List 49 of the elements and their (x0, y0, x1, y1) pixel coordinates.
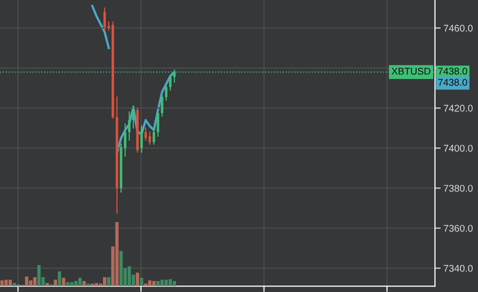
y-tick-label: 7460.0 (444, 24, 473, 32)
bar (90, 284, 94, 286)
candlestick (148, 132, 152, 145)
bar (128, 266, 131, 286)
bar (119, 250, 123, 286)
bar (29, 280, 32, 286)
bar (46, 282, 49, 286)
bar (54, 280, 58, 286)
candlestick (128, 112, 130, 141)
bar (148, 280, 152, 286)
bar (66, 282, 70, 286)
bar (107, 277, 110, 286)
candlestick (140, 126, 143, 153)
text: 7438.0 (438, 78, 468, 86)
bar (8, 280, 12, 286)
bar (152, 281, 156, 286)
bar (74, 281, 78, 286)
y-tick-label: 7340.0 (444, 264, 473, 272)
candlestick (160, 96, 164, 117)
bar (136, 272, 140, 286)
bar (12, 282, 16, 286)
candlestick (103, 7, 106, 31)
bar (70, 282, 74, 286)
bar (37, 264, 41, 286)
bar (160, 280, 164, 286)
candlestick (164, 85, 168, 101)
bar (168, 279, 172, 286)
candlestick (132, 106, 135, 129)
bar (172, 281, 176, 286)
bar (58, 271, 62, 286)
bar (115, 222, 119, 286)
bar (4, 280, 8, 286)
bar (86, 284, 90, 286)
candlestick (169, 75, 172, 91)
bar (164, 280, 168, 286)
y-tick-label: 7400.0 (444, 144, 473, 152)
ref-line-label: XBTUSD (392, 68, 430, 75)
candlestick (144, 128, 147, 141)
bar (103, 277, 106, 286)
bar (25, 276, 28, 286)
bar (156, 281, 160, 286)
candlestick (152, 128, 156, 145)
bar (33, 277, 37, 286)
y-tick-label: 7360.0 (444, 224, 473, 232)
y-tick-label: 7420.0 (444, 104, 473, 112)
bar (144, 284, 148, 286)
y-tick-label: 7380.0 (444, 184, 473, 192)
bar (82, 281, 86, 286)
annotation: 7438.0 (438, 68, 468, 75)
